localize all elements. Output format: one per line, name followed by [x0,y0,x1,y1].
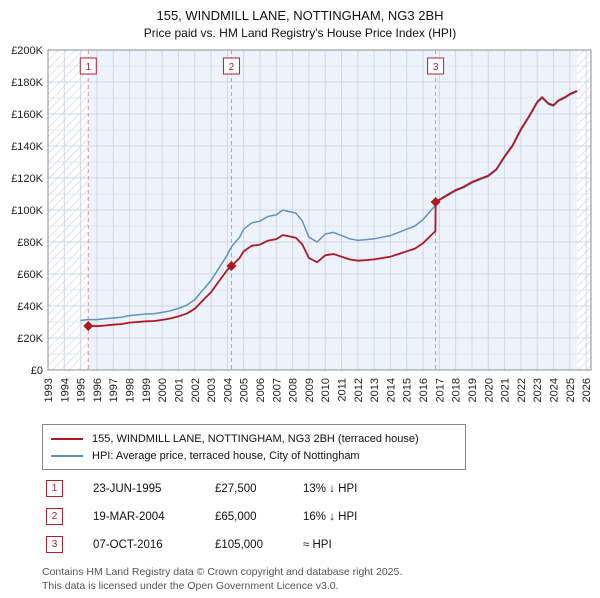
chart-title: 155, WINDMILL LANE, NOTTINGHAM, NG3 2BH [156,8,444,23]
legend-label-hpi: HPI: Average price, terraced house, City… [92,449,360,462]
sale-number-boxes: 1 2 3 [79,57,445,75]
table-row: 3 07-OCT-2016 £105,000 ≈ HPI [46,536,600,553]
svg-text:2009: 2009 [304,378,316,402]
svg-text:£40K: £40K [17,301,43,313]
svg-text:2025: 2025 [565,378,577,402]
svg-text:£60K: £60K [17,269,43,281]
sale-number-box [79,57,97,75]
svg-text:1994: 1994 [59,378,71,402]
svg-text:£160K: £160K [11,109,43,121]
sale-marker-point [226,261,237,271]
sale-hpi-relation: 16% ↓ HPI [303,510,358,523]
sale-price: £105,000 [215,538,263,551]
svg-text:£140K: £140K [11,141,43,153]
svg-text:1995: 1995 [76,378,88,402]
svg-text:2026: 2026 [581,378,593,402]
svg-text:2014: 2014 [385,378,397,402]
svg-text:1996: 1996 [92,378,104,402]
legend-line-red [51,437,83,440]
table-row: 1 23-JUN-1995 £27,500 13% ↓ HPI [46,480,600,497]
price-paid-line [88,89,578,328]
sale-date: 07-OCT-2016 [93,538,163,551]
svg-text:2024: 2024 [548,378,560,402]
svg-text:2021: 2021 [500,378,512,402]
sale-price: £27,500 [215,482,257,495]
svg-text:2013: 2013 [369,378,381,402]
sale-marker-point [83,321,94,331]
price-chart: £0 £20K £40K £60K £80K £100K £120K £140K £160K £1… [11,45,593,402]
legend-label-property: 155, WINDMILL LANE, NOTTINGHAM, NG3 2BH … [92,432,419,445]
table-row: 2 19-MAR-2004 £65,000 16% ↓ HPI [46,508,600,525]
legend-row-hpi: HPI: Average price, terraced house, City… [51,447,457,464]
license-footer: Contains HM Land Registry data © Crown c… [42,566,600,593]
svg-text:2004: 2004 [222,378,234,402]
svg-text:3: 3 [433,62,439,73]
sale-number-badge: 3 [46,536,63,553]
svg-text:1999: 1999 [141,378,153,402]
plot-border [47,49,592,371]
svg-text:2018: 2018 [451,378,463,402]
chart-legend: 155, WINDMILL LANE, NOTTINGHAM, NG3 2BH … [42,424,466,470]
sale-date: 19-MAR-2004 [93,510,165,523]
legend-row-property: 155, WINDMILL LANE, NOTTINGHAM, NG3 2BH … [51,430,457,447]
svg-text:£20K: £20K [17,333,43,345]
svg-text:1: 1 [85,62,91,73]
y-axis-labels: £0 £20K £40K £60K £80K £100K £120K £140K £160K £1… [11,45,43,377]
svg-text:2017: 2017 [434,378,446,402]
svg-text:2010: 2010 [320,378,332,402]
svg-text:2006: 2006 [255,378,267,402]
sale-marker-point [430,197,441,207]
svg-text:£200K: £200K [11,45,43,57]
svg-text:£100K: £100K [11,205,43,217]
sale-number-box [222,57,240,75]
sale-hpi-relation: 13% ↓ HPI [303,482,358,495]
legend-line-blue [51,454,83,457]
transactions-table: 1 23-JUN-1995 £27,500 13% ↓ HPI 2 19-MAR… [46,480,600,553]
sale-number-badge: 2 [46,508,63,525]
sale-date: 23-JUN-1995 [93,482,162,495]
svg-text:2020: 2020 [483,378,495,402]
svg-text:£180K: £180K [11,77,43,89]
svg-text:2019: 2019 [467,378,479,402]
sale-number-badge: 1 [46,480,63,497]
svg-text:2005: 2005 [239,378,251,402]
svg-text:2022: 2022 [516,378,528,402]
sale-hpi-relation: ≈ HPI [303,538,332,551]
footer-line2: This data is licensed under the Open Gov… [42,579,339,592]
svg-text:2023: 2023 [532,378,544,402]
svg-text:2002: 2002 [190,378,202,402]
svg-text:£120K: £120K [11,173,43,185]
svg-text:2015: 2015 [402,378,414,402]
svg-text:2007: 2007 [271,378,283,402]
sale-number-box [427,57,445,75]
page: 155, WINDMILL LANE, NOTTINGHAM, NG3 2BH … [0,8,600,593]
svg-text:2011: 2011 [337,378,349,402]
chart-subtitle: Price paid vs. HM Land Registry's House … [143,26,457,40]
footer-line1: Contains HM Land Registry data © Crown c… [42,566,403,578]
svg-text:1997: 1997 [108,378,120,402]
x-axis-labels: 1993 1994 1995 1996 1997 1998 1999 2000 2001 2002… [43,378,593,402]
svg-text:1998: 1998 [125,378,137,402]
svg-text:1993: 1993 [43,378,55,402]
svg-text:2001: 2001 [173,378,185,402]
svg-text:2: 2 [229,62,235,73]
sale-markers [83,197,441,331]
sale-price: £65,000 [215,510,257,523]
svg-text:2008: 2008 [288,378,300,402]
svg-text:2003: 2003 [206,378,218,402]
svg-text:2016: 2016 [418,378,430,402]
svg-text:2000: 2000 [157,378,169,402]
svg-text:£80K: £80K [17,237,43,249]
svg-text:2012: 2012 [353,378,365,402]
sale-vlines [87,50,437,370]
svg-text:£0: £0 [31,365,43,377]
